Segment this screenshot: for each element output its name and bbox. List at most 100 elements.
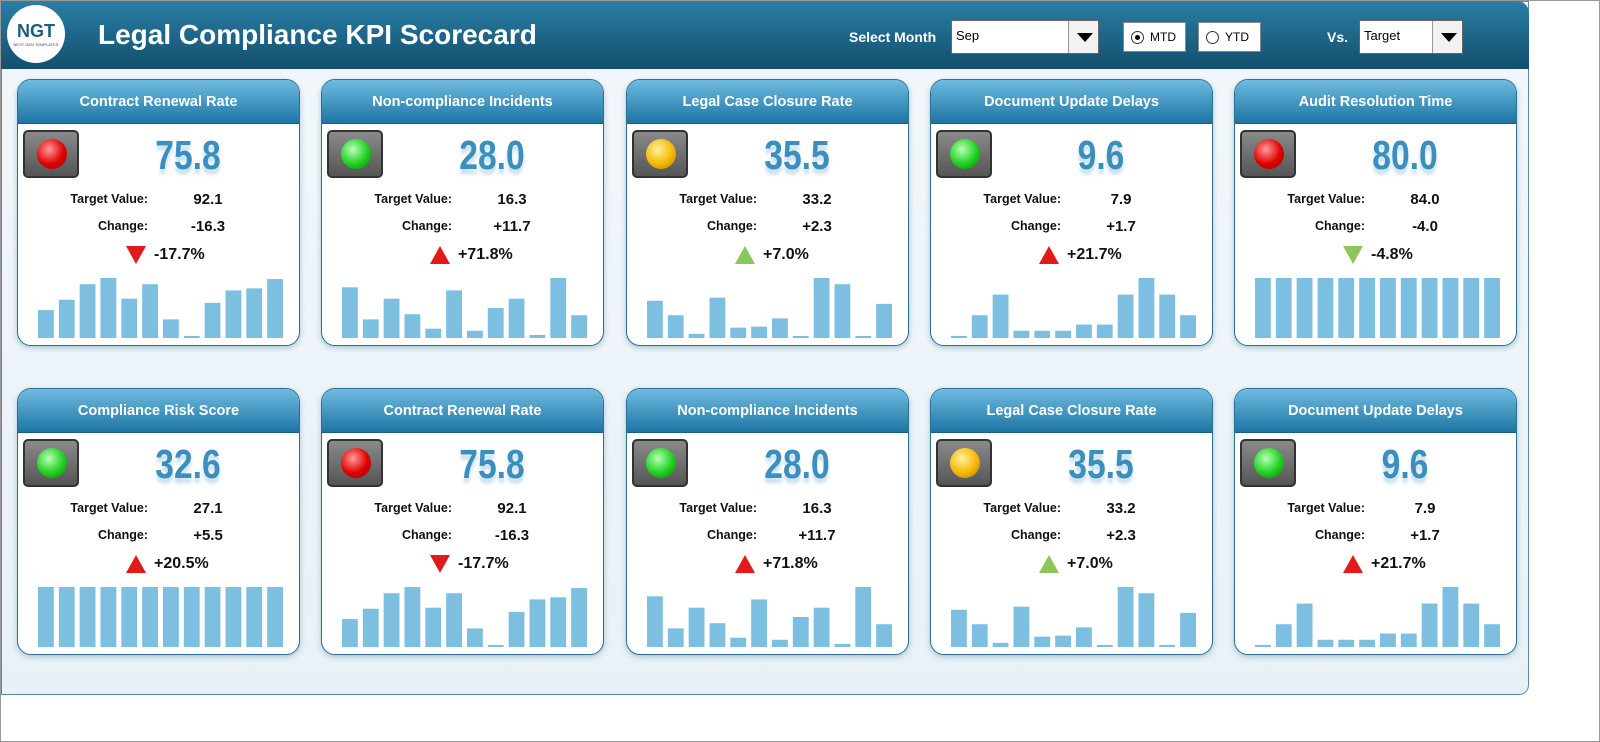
kpi-card: Document Update Delays 9.6 Target Value: 7.… <box>930 79 1213 346</box>
spark-bar <box>688 333 705 338</box>
sparkline <box>38 278 283 338</box>
spark-bar <box>1359 639 1375 647</box>
spark-bar <box>404 314 421 338</box>
spark-bar <box>1400 633 1417 647</box>
spark-bar <box>647 596 663 647</box>
target-label: Target Value: <box>983 501 1061 515</box>
change-label: Change: <box>1011 528 1061 542</box>
spark-bar <box>855 335 872 338</box>
vs-dropdown[interactable]: Target <box>1359 20 1463 54</box>
spark-bar <box>876 624 892 647</box>
spark-bar <box>1317 639 1334 647</box>
spark-bar <box>1117 294 1134 338</box>
light-bulb <box>341 448 371 478</box>
light-bulb <box>950 139 980 169</box>
radio-circle[interactable] <box>1131 31 1144 44</box>
dropdown-arrow[interactable] <box>1432 21 1462 53</box>
spark-bar <box>183 335 200 338</box>
spark-bar <box>1442 278 1459 338</box>
status-light <box>1240 130 1296 178</box>
spark-bar <box>121 587 138 647</box>
dropdown-arrow[interactable] <box>1068 21 1098 53</box>
spark-bar <box>404 587 421 647</box>
spark-bar <box>772 639 788 647</box>
target-value: 84.0 <box>1410 191 1440 208</box>
status-light <box>936 439 992 487</box>
month-dropdown[interactable]: Sep <box>951 20 1099 54</box>
kpi-card: Non-compliance Incidents 28.0 Target Value… <box>626 388 909 655</box>
spark-bar <box>1117 587 1134 647</box>
spark-bar <box>647 300 663 338</box>
card-title: Non-compliance Incidents <box>627 389 908 433</box>
change-value: +2.3 <box>802 218 832 235</box>
change-percent: +71.8% <box>458 246 513 263</box>
spark-bar <box>792 617 809 647</box>
spark-bar <box>1400 278 1417 338</box>
spark-bar <box>667 315 684 338</box>
change-value: -16.3 <box>190 218 226 235</box>
status-light <box>936 130 992 178</box>
spark-bar <box>204 587 221 647</box>
target-label: Target Value: <box>374 501 452 515</box>
title: Legal Compliance KPI Scorecard <box>98 19 537 50</box>
spark-bar <box>467 330 483 338</box>
light-bulb <box>646 448 676 478</box>
spark-bar <box>121 298 138 338</box>
light-bulb <box>1254 448 1284 478</box>
kpi-card: Compliance Risk Score 32.6 Target Value: 27… <box>17 388 300 655</box>
spark-bar <box>772 318 788 338</box>
spark-bar <box>204 302 221 338</box>
status-light <box>1240 439 1296 487</box>
trend-arrow <box>735 555 755 573</box>
spark-bar <box>38 310 54 338</box>
spark-bar <box>834 643 851 647</box>
spark-bar <box>446 593 462 647</box>
sparkline <box>951 587 1196 647</box>
spark-bar <box>246 288 263 338</box>
spark-bar <box>813 278 830 338</box>
spark-bar <box>1076 324 1092 338</box>
status-light <box>327 439 383 487</box>
logo: NGT NEXT GEN TEMPLATES <box>7 5 65 63</box>
change-value: +2.3 <box>1106 527 1136 544</box>
kpi-value: 32.6 <box>155 441 221 487</box>
status-light <box>23 130 79 178</box>
change-value: -4.0 <box>1412 218 1438 235</box>
target-label: Target Value: <box>1287 192 1365 206</box>
change-value: -16.3 <box>494 527 530 544</box>
kpi-value: 9.6 <box>1381 441 1429 487</box>
spark-bar <box>792 335 809 338</box>
light-bulb <box>1254 139 1284 169</box>
spark-bar <box>529 599 546 647</box>
radio-mtd[interactable]: MTD <box>1123 22 1186 52</box>
radio-circle[interactable] <box>1206 31 1219 44</box>
card-title: Audit Resolution Time <box>1235 80 1516 124</box>
logo-text: NGT <box>17 21 55 41</box>
spark-bar <box>1255 278 1271 338</box>
trend-arrow <box>430 555 450 573</box>
spark-bar <box>1138 278 1155 338</box>
trend-arrow <box>126 555 146 573</box>
change-label: Change: <box>98 528 148 542</box>
trend-arrow <box>735 246 755 264</box>
spark-bar <box>971 624 988 647</box>
spark-bar <box>730 637 747 647</box>
target-value: 92.1 <box>193 191 223 208</box>
spark-bar <box>709 297 726 338</box>
spark-bar <box>667 628 684 647</box>
spark-bar <box>1338 278 1355 338</box>
spark-bar <box>79 284 96 338</box>
change-percent: -4.8% <box>1371 246 1413 263</box>
spark-bar <box>487 308 504 338</box>
spark-bar <box>1380 633 1396 647</box>
light-bulb <box>950 448 980 478</box>
target-label: Target Value: <box>679 192 757 206</box>
spark-bar <box>1096 644 1113 647</box>
target-label: Target Value: <box>374 192 452 206</box>
radio-ytd[interactable]: YTD <box>1198 22 1261 52</box>
target-value: 7.9 <box>1110 191 1132 208</box>
target-value: 33.2 <box>1106 500 1136 517</box>
target-label: Target Value: <box>983 192 1061 206</box>
spark-bar <box>688 607 705 647</box>
target-value: 33.2 <box>802 191 832 208</box>
